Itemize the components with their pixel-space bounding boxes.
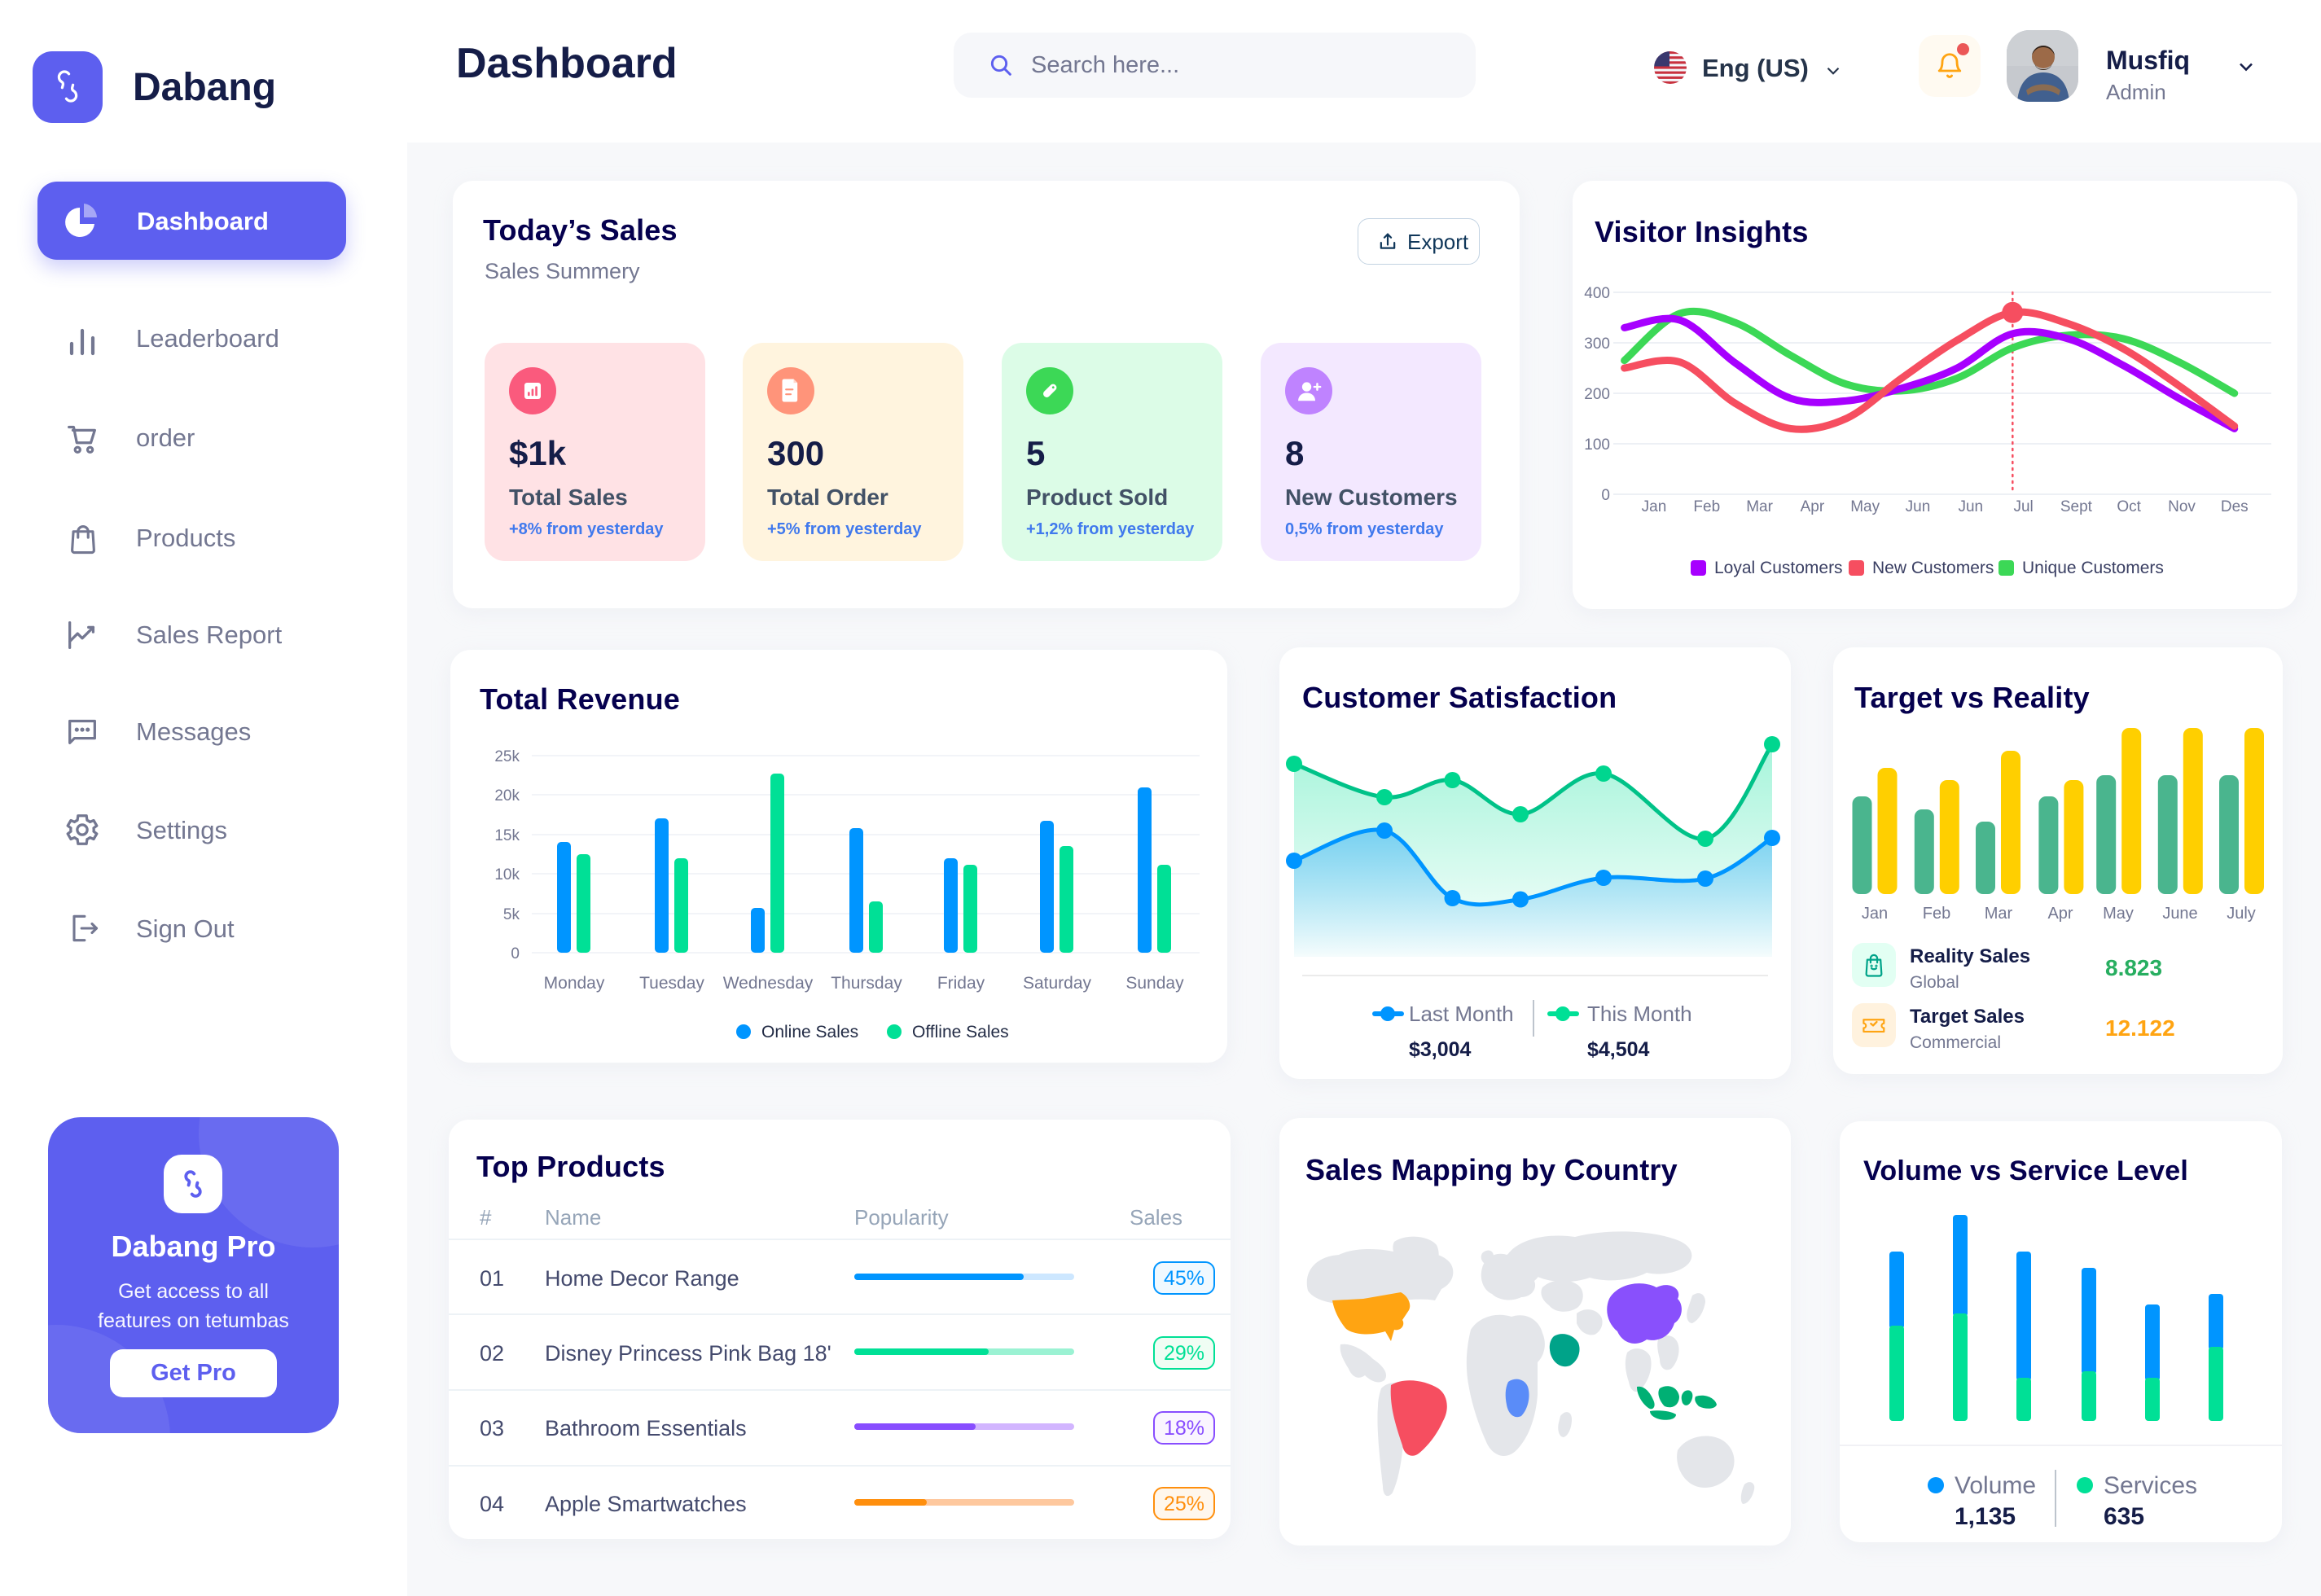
svg-text:0: 0: [1601, 487, 1610, 504]
svg-text:100: 100: [1584, 436, 1610, 454]
svg-text:Friday: Friday: [937, 974, 985, 993]
svg-text:Oct: Oct: [2117, 498, 2141, 515]
svg-text:Monday: Monday: [544, 974, 605, 993]
svg-text:Feb: Feb: [1693, 498, 1720, 515]
svg-text:July: July: [2227, 905, 2256, 923]
svg-text:Jun: Jun: [1906, 498, 1931, 515]
svg-text:Mar: Mar: [1746, 498, 1773, 515]
svg-text:Wednesday: Wednesday: [723, 974, 814, 993]
svg-text:Jul: Jul: [2013, 498, 2033, 515]
svg-text:Saturday: Saturday: [1023, 974, 1092, 993]
svg-text:Sunday: Sunday: [1125, 974, 1184, 993]
svg-text:1,135: 1,135: [1955, 1503, 2016, 1530]
svg-text:Sept: Sept: [2060, 498, 2093, 515]
svg-text:Services: Services: [2104, 1472, 2197, 1499]
svg-text:Jun: Jun: [1958, 498, 1983, 515]
svg-text:Jan: Jan: [1642, 498, 1667, 515]
svg-text:5k: 5k: [503, 906, 520, 923]
svg-text:635: 635: [2104, 1503, 2144, 1530]
svg-text:Jan: Jan: [1862, 905, 1888, 923]
svg-text:Unique Customers: Unique Customers: [2022, 559, 2164, 577]
svg-text:Loyal Customers: Loyal Customers: [1714, 559, 1843, 577]
svg-text:This Month: This Month: [1587, 1002, 1692, 1026]
svg-text:Des: Des: [2221, 498, 2249, 515]
svg-text:25k: 25k: [494, 748, 520, 765]
svg-text:$4,504: $4,504: [1587, 1038, 1650, 1061]
svg-text:$3,004: $3,004: [1409, 1038, 1472, 1061]
svg-text:Mar: Mar: [1985, 905, 2013, 923]
svg-text:Apr: Apr: [2047, 905, 2073, 923]
svg-text:May: May: [1850, 498, 1880, 515]
svg-text:Last Month: Last Month: [1409, 1002, 1514, 1026]
svg-text:10k: 10k: [494, 866, 520, 884]
svg-text:200: 200: [1584, 386, 1610, 403]
svg-text:20k: 20k: [494, 787, 520, 805]
svg-text:Thursday: Thursday: [831, 974, 902, 993]
svg-text:400: 400: [1584, 285, 1610, 302]
svg-text:June: June: [2162, 905, 2197, 923]
svg-text:Volume: Volume: [1955, 1472, 2036, 1499]
svg-text:Apr: Apr: [1801, 498, 1825, 515]
svg-text:Tuesday: Tuesday: [639, 974, 704, 993]
svg-text:15k: 15k: [494, 827, 520, 844]
svg-text:Nov: Nov: [2168, 498, 2196, 515]
svg-text:300: 300: [1584, 335, 1610, 353]
svg-text:May: May: [2103, 905, 2134, 923]
svg-text:0: 0: [511, 945, 520, 962]
svg-text:New Customers: New Customers: [1872, 559, 1994, 577]
svg-text:Online Sales: Online Sales: [761, 1023, 858, 1041]
svg-text:Feb: Feb: [1923, 905, 1950, 923]
svg-text:Offline Sales: Offline Sales: [912, 1023, 1009, 1041]
